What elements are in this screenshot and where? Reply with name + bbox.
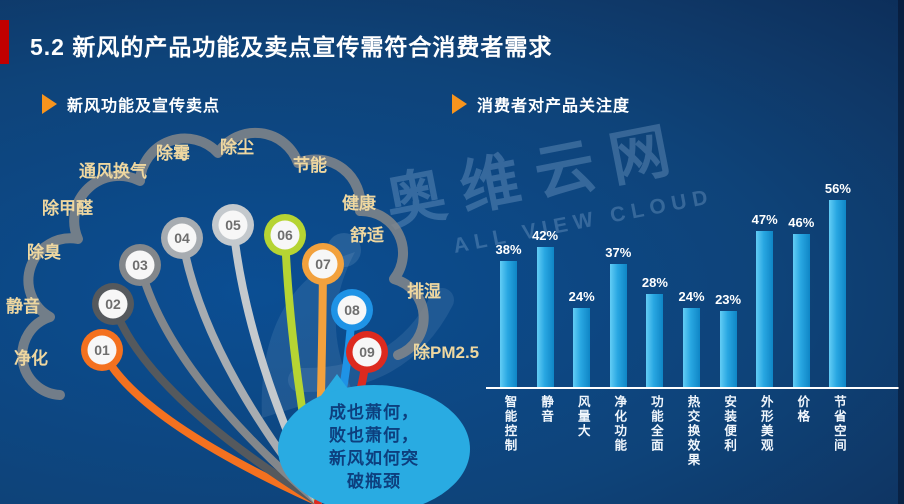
bar-value-label: 24%	[568, 288, 595, 304]
fan-label: 健康	[342, 194, 376, 213]
bar-chart: 38% 42% 24% 37% 28% 24% 23% 47% 46% 56%	[480, 180, 904, 388]
bar-value-label: 23%	[715, 291, 742, 307]
fan-label: 除尘	[220, 138, 254, 157]
right-section-title: 消费者对产品关注度	[477, 98, 631, 115]
fan-ball-inner	[337, 295, 367, 325]
bar-category-label: 安装便利	[722, 395, 737, 453]
bar	[792, 233, 810, 388]
fan-label: 通风换气	[79, 162, 147, 181]
bar	[683, 307, 700, 388]
fan-ball-inner	[218, 210, 248, 240]
bar-category-label: 价格	[795, 395, 810, 424]
bar	[500, 260, 517, 388]
fan-label: 节能	[293, 156, 327, 175]
fan-ball-number: 05	[225, 217, 241, 233]
fan-label: 净化	[14, 349, 48, 368]
section-header-right: 消费者对产品关注度	[452, 92, 630, 116]
fan-label: 排湿	[407, 282, 441, 301]
bubble-line: 成也萧何，	[329, 403, 419, 422]
fan-label: 除甲醛	[42, 199, 93, 218]
bar	[646, 294, 664, 388]
bar-category-label: 功能全面	[648, 395, 663, 453]
bar	[609, 264, 627, 388]
page-title: 5.2 新风的产品功能及卖点宣传需符合消费者需求	[30, 34, 553, 60]
fan-ball-inner	[308, 249, 338, 279]
triangle-bullet-icon	[42, 94, 57, 114]
fan-ball-inner	[125, 250, 155, 280]
fan-ball-number: 06	[277, 227, 293, 243]
fan-ball-number: 04	[174, 230, 190, 246]
fan-ball-number: 08	[344, 302, 360, 318]
axis-line	[486, 387, 899, 389]
bar-value-label: 24%	[678, 288, 705, 304]
title-accent-bar	[0, 20, 9, 64]
right-edge-shade	[898, 0, 904, 504]
fan-ball-number: 02	[105, 296, 121, 312]
bubble-line: 破瓶颈	[347, 472, 401, 491]
bubble-line: 新风如何突	[329, 449, 419, 468]
bar-value-label: 42%	[532, 228, 559, 244]
bar	[719, 310, 737, 388]
bar-value-label: 37%	[605, 245, 632, 261]
bar-category-label: 节省空间	[831, 395, 846, 453]
bar-category-label: 智能控制	[502, 395, 517, 453]
fan-stem	[136, 261, 322, 504]
bubble-line: 败也萧何，	[329, 426, 419, 445]
fan-ball-inner	[87, 335, 117, 365]
fan-ball-inner	[270, 220, 300, 250]
left-section-title: 新风功能及宣传卖点	[67, 98, 221, 115]
fan-label: 除霉	[156, 144, 190, 163]
fan-label: 静音	[6, 297, 40, 316]
fan-ball-number: 03	[132, 257, 148, 273]
bar-value-label: 46%	[788, 214, 815, 230]
bar-value-label: 38%	[495, 241, 522, 257]
bar	[756, 230, 774, 388]
section-header-left: 新风功能及宣传卖点	[42, 92, 220, 116]
bar-category-label: 净化功能	[612, 395, 627, 453]
bar-value-label: 47%	[751, 211, 778, 227]
bar-category-label: 热交换效果	[685, 395, 700, 468]
bar-value-label: 28%	[641, 275, 668, 291]
triangle-bullet-icon	[452, 94, 467, 114]
fan-ball-number: 01	[94, 342, 110, 358]
bar	[573, 307, 591, 388]
fan-ball-inner	[167, 223, 197, 253]
fan-label: 除PM2.5	[413, 343, 480, 362]
category-labels: 智能控制 静音 风量大 净化功能 功能全面 热交换效果 安装便利 外形美观 价格 节省空间	[480, 395, 904, 503]
fan-ball-inner	[98, 289, 128, 319]
bar-category-label: 风量大	[575, 395, 590, 439]
fan-label: 舒适	[350, 226, 384, 245]
bar-category-label: 静音	[539, 395, 554, 424]
fan-stem	[109, 300, 322, 504]
fan-ball-inner	[352, 337, 382, 367]
fan-ball-number: 07	[315, 256, 331, 272]
fan-ball-number: 09	[359, 344, 375, 360]
bar	[536, 247, 554, 388]
fan-label: 除臭	[27, 243, 61, 262]
speech-bubble: 成也萧何， 败也萧何， 新风如何突 破瓶颈	[278, 385, 470, 504]
bar-value-label: 56%	[824, 181, 851, 197]
bar	[829, 200, 847, 388]
cloud-outline	[17, 127, 429, 400]
bar-category-label: 外形美观	[758, 395, 773, 453]
